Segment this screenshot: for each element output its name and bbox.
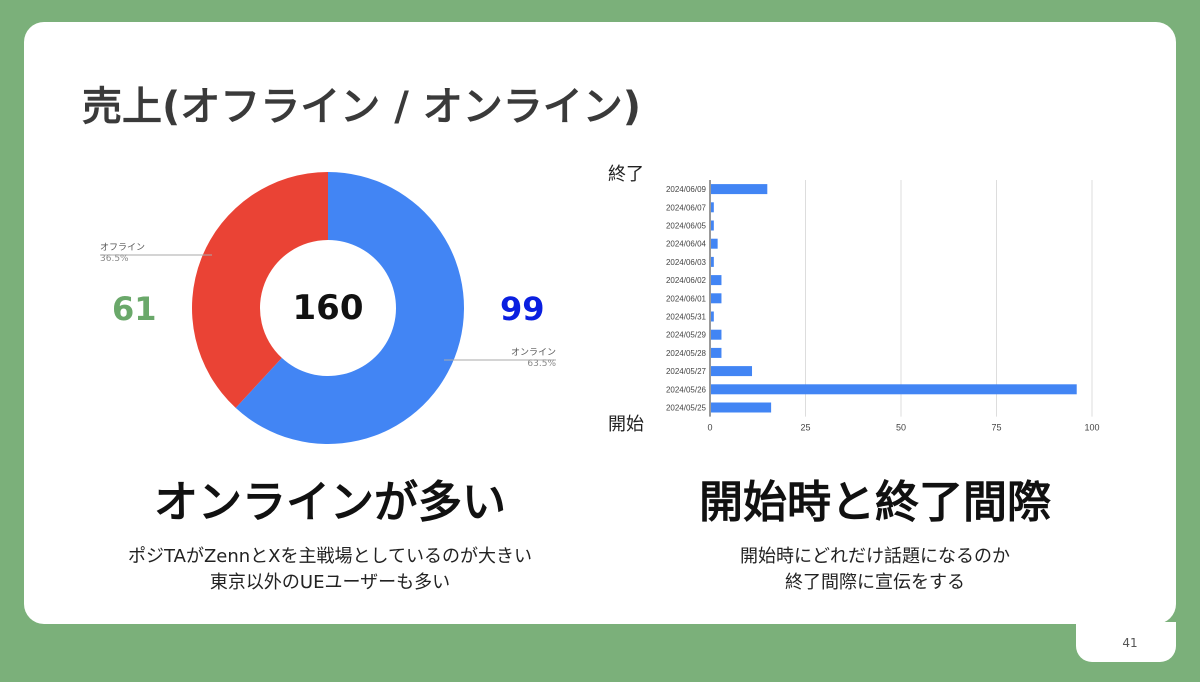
y-category-label: 2024/05/29 [666, 331, 707, 340]
offline-callout-label: オフライン [100, 243, 146, 253]
online-count: 99 [500, 290, 545, 328]
x-tick-label: 25 [800, 423, 810, 433]
bar [711, 384, 1077, 395]
y-category-label: 2024/06/01 [666, 294, 707, 303]
chart-end-label: 終了 [608, 164, 644, 185]
y-category-label: 2024/06/07 [666, 203, 707, 212]
bar [711, 402, 772, 413]
y-category-label: 2024/05/31 [666, 313, 707, 322]
y-category-label: 2024/06/02 [666, 276, 707, 285]
bar [711, 220, 714, 231]
right-headline: 開始時と終了間際 [699, 477, 1051, 528]
bar [711, 329, 722, 340]
online-callout: オンライン 63.5% [500, 348, 556, 370]
page-number: 41 [1122, 636, 1138, 650]
bar [711, 293, 722, 304]
y-category-label: 2024/06/09 [666, 185, 707, 194]
page-tab-notch [1060, 604, 1078, 624]
left-description-line2: 東京以外のUEユーザーも多い [209, 572, 451, 593]
y-category-label: 2024/05/27 [666, 367, 707, 376]
offline-callout-pct: 36.5% [100, 254, 129, 264]
offline-callout: オフライン 36.5% [100, 243, 145, 265]
right-description-line2: 終了間際に宣伝をする [785, 572, 965, 593]
right-description-line1: 開始時にどれだけ話題になるのか [740, 546, 1010, 567]
bar [711, 275, 722, 286]
y-category-label: 2024/06/05 [666, 222, 707, 231]
sales-donut-chart [192, 172, 465, 444]
left-description: ポジTAがZennとXを主戦場としているのが大きい 東京以外のUEユーザーも多い [70, 544, 590, 596]
bar [711, 184, 768, 195]
x-tick-label: 0 [707, 423, 712, 433]
x-tick-label: 50 [896, 423, 906, 433]
offline-count: 61 [112, 290, 157, 328]
y-category-label: 2024/05/25 [666, 404, 707, 413]
online-callout-label: オンライン [510, 348, 556, 358]
bar [711, 202, 714, 213]
page-tab [1076, 622, 1176, 662]
right-description: 開始時にどれだけ話題になるのか 終了間際に宣伝をする [650, 544, 1100, 596]
chart-start-label: 開始 [608, 414, 644, 435]
x-tick-label: 75 [991, 423, 1001, 433]
bar [711, 366, 753, 377]
y-category-label: 2024/06/04 [666, 240, 707, 249]
bar [711, 311, 714, 322]
x-tick-label: 100 [1084, 423, 1099, 433]
y-category-label: 2024/05/28 [666, 349, 707, 358]
bar [711, 238, 718, 249]
y-category-label: 2024/05/26 [666, 385, 707, 394]
donut-slice-offline [192, 172, 328, 408]
left-description-line1: ポジTAがZennとXを主戦場としているのが大きい [128, 546, 532, 567]
donut-slice-online [235, 172, 465, 444]
bar [711, 256, 714, 267]
slide-title: 売上(オフライン / オンライン) [82, 84, 642, 130]
daily-sales-bar-chart: 0 25 50 75 100 2024/06/09 2024/06/07 2024/06/05… [666, 180, 1100, 433]
bar [711, 347, 722, 358]
left-headline: オンラインが多い [154, 477, 506, 528]
y-category-label: 2024/06/03 [666, 258, 707, 267]
online-callout-pct: 63.5% [527, 359, 556, 369]
donut-total: 160 [292, 288, 364, 328]
